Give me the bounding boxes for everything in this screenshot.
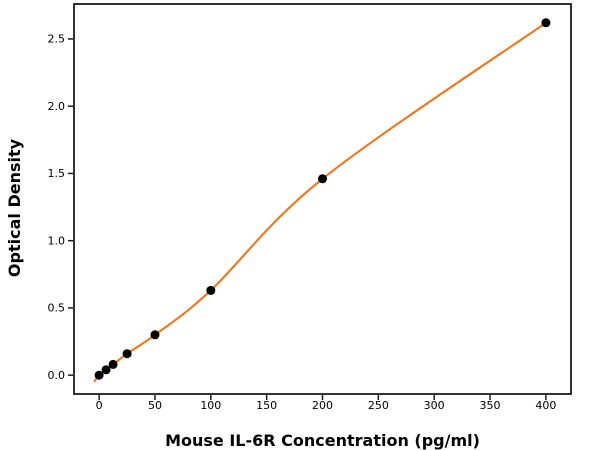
x-tick-label: 50 [148, 399, 162, 412]
x-tick-label: 350 [480, 399, 501, 412]
data-point [122, 349, 132, 359]
y-tick-label: 0.5 [48, 302, 66, 315]
y-tick-label: 0.0 [48, 369, 66, 382]
fit-curve-layer [93, 21, 547, 383]
data-point [94, 370, 104, 380]
data-point [206, 285, 216, 295]
y-tick-label: 2.5 [48, 33, 66, 46]
y-axis-label: Optical Density [5, 138, 24, 277]
data-point [101, 365, 111, 375]
x-tick-label: 100 [200, 399, 221, 412]
plot-border [73, 3, 572, 395]
y-axis-ticks: 0.0 0.5 1.0 1.5 2.0 2.5 [48, 33, 73, 382]
x-tick-label: 250 [368, 399, 389, 412]
data-points-layer [94, 18, 551, 380]
data-point [150, 330, 160, 340]
x-tick-label: 200 [312, 399, 333, 412]
y-tick-label: 2.0 [48, 100, 66, 113]
y-tick-label: 1.0 [48, 234, 66, 247]
x-tick-label: 150 [256, 399, 277, 412]
fit-curve [93, 21, 547, 383]
x-tick-label: 300 [424, 399, 445, 412]
y-tick-label: 1.5 [48, 167, 66, 180]
x-tick-label: 400 [535, 399, 556, 412]
x-tick-label: 0 [96, 399, 103, 412]
x-axis-label: Mouse IL-6R Concentration (pg/ml) [165, 431, 480, 450]
x-axis-ticks: 0 50 100 150 200 250 300 350 400 [96, 395, 556, 412]
data-point [318, 174, 327, 184]
data-point [541, 18, 551, 28]
data-point [108, 359, 118, 369]
